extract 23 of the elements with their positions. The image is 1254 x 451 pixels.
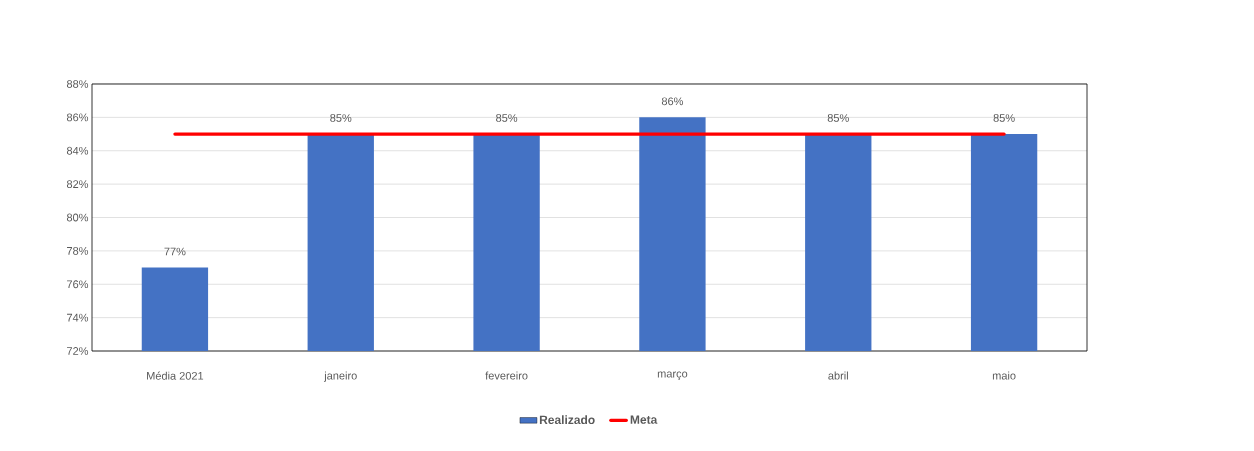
y-tick-label: 76% — [67, 280, 89, 289]
y-tick-label: 80% — [66, 213, 89, 222]
x-tick-label: abril — [828, 371, 848, 380]
legend-label: Realizado — [539, 415, 595, 425]
data-label: 85% — [496, 114, 518, 122]
x-tick-label: março — [657, 371, 688, 380]
x-tick-label: fevereiro — [485, 371, 528, 380]
y-tick-label: 88% — [66, 80, 89, 88]
y-tick-label: 84% — [66, 146, 89, 155]
data-label: 85% — [993, 114, 1015, 122]
legend-label: Meta — [630, 415, 658, 424]
x-tick-label: janeiro — [323, 371, 357, 382]
x-tick-label: Média 2021 — [147, 371, 204, 380]
y-tick-label: 74% — [67, 313, 89, 322]
y-tick-label: 72% — [67, 347, 89, 355]
data-label: 85% — [330, 114, 352, 122]
y-tick-label: 78% — [67, 246, 89, 255]
x-tick-label: maio — [992, 371, 1016, 380]
y-tick-label: 82% — [66, 180, 89, 189]
y-tick-label: 86% — [66, 113, 89, 122]
data-label: 86% — [661, 97, 684, 106]
data-label: 77% — [164, 247, 186, 256]
data-label: 85% — [827, 114, 849, 122]
